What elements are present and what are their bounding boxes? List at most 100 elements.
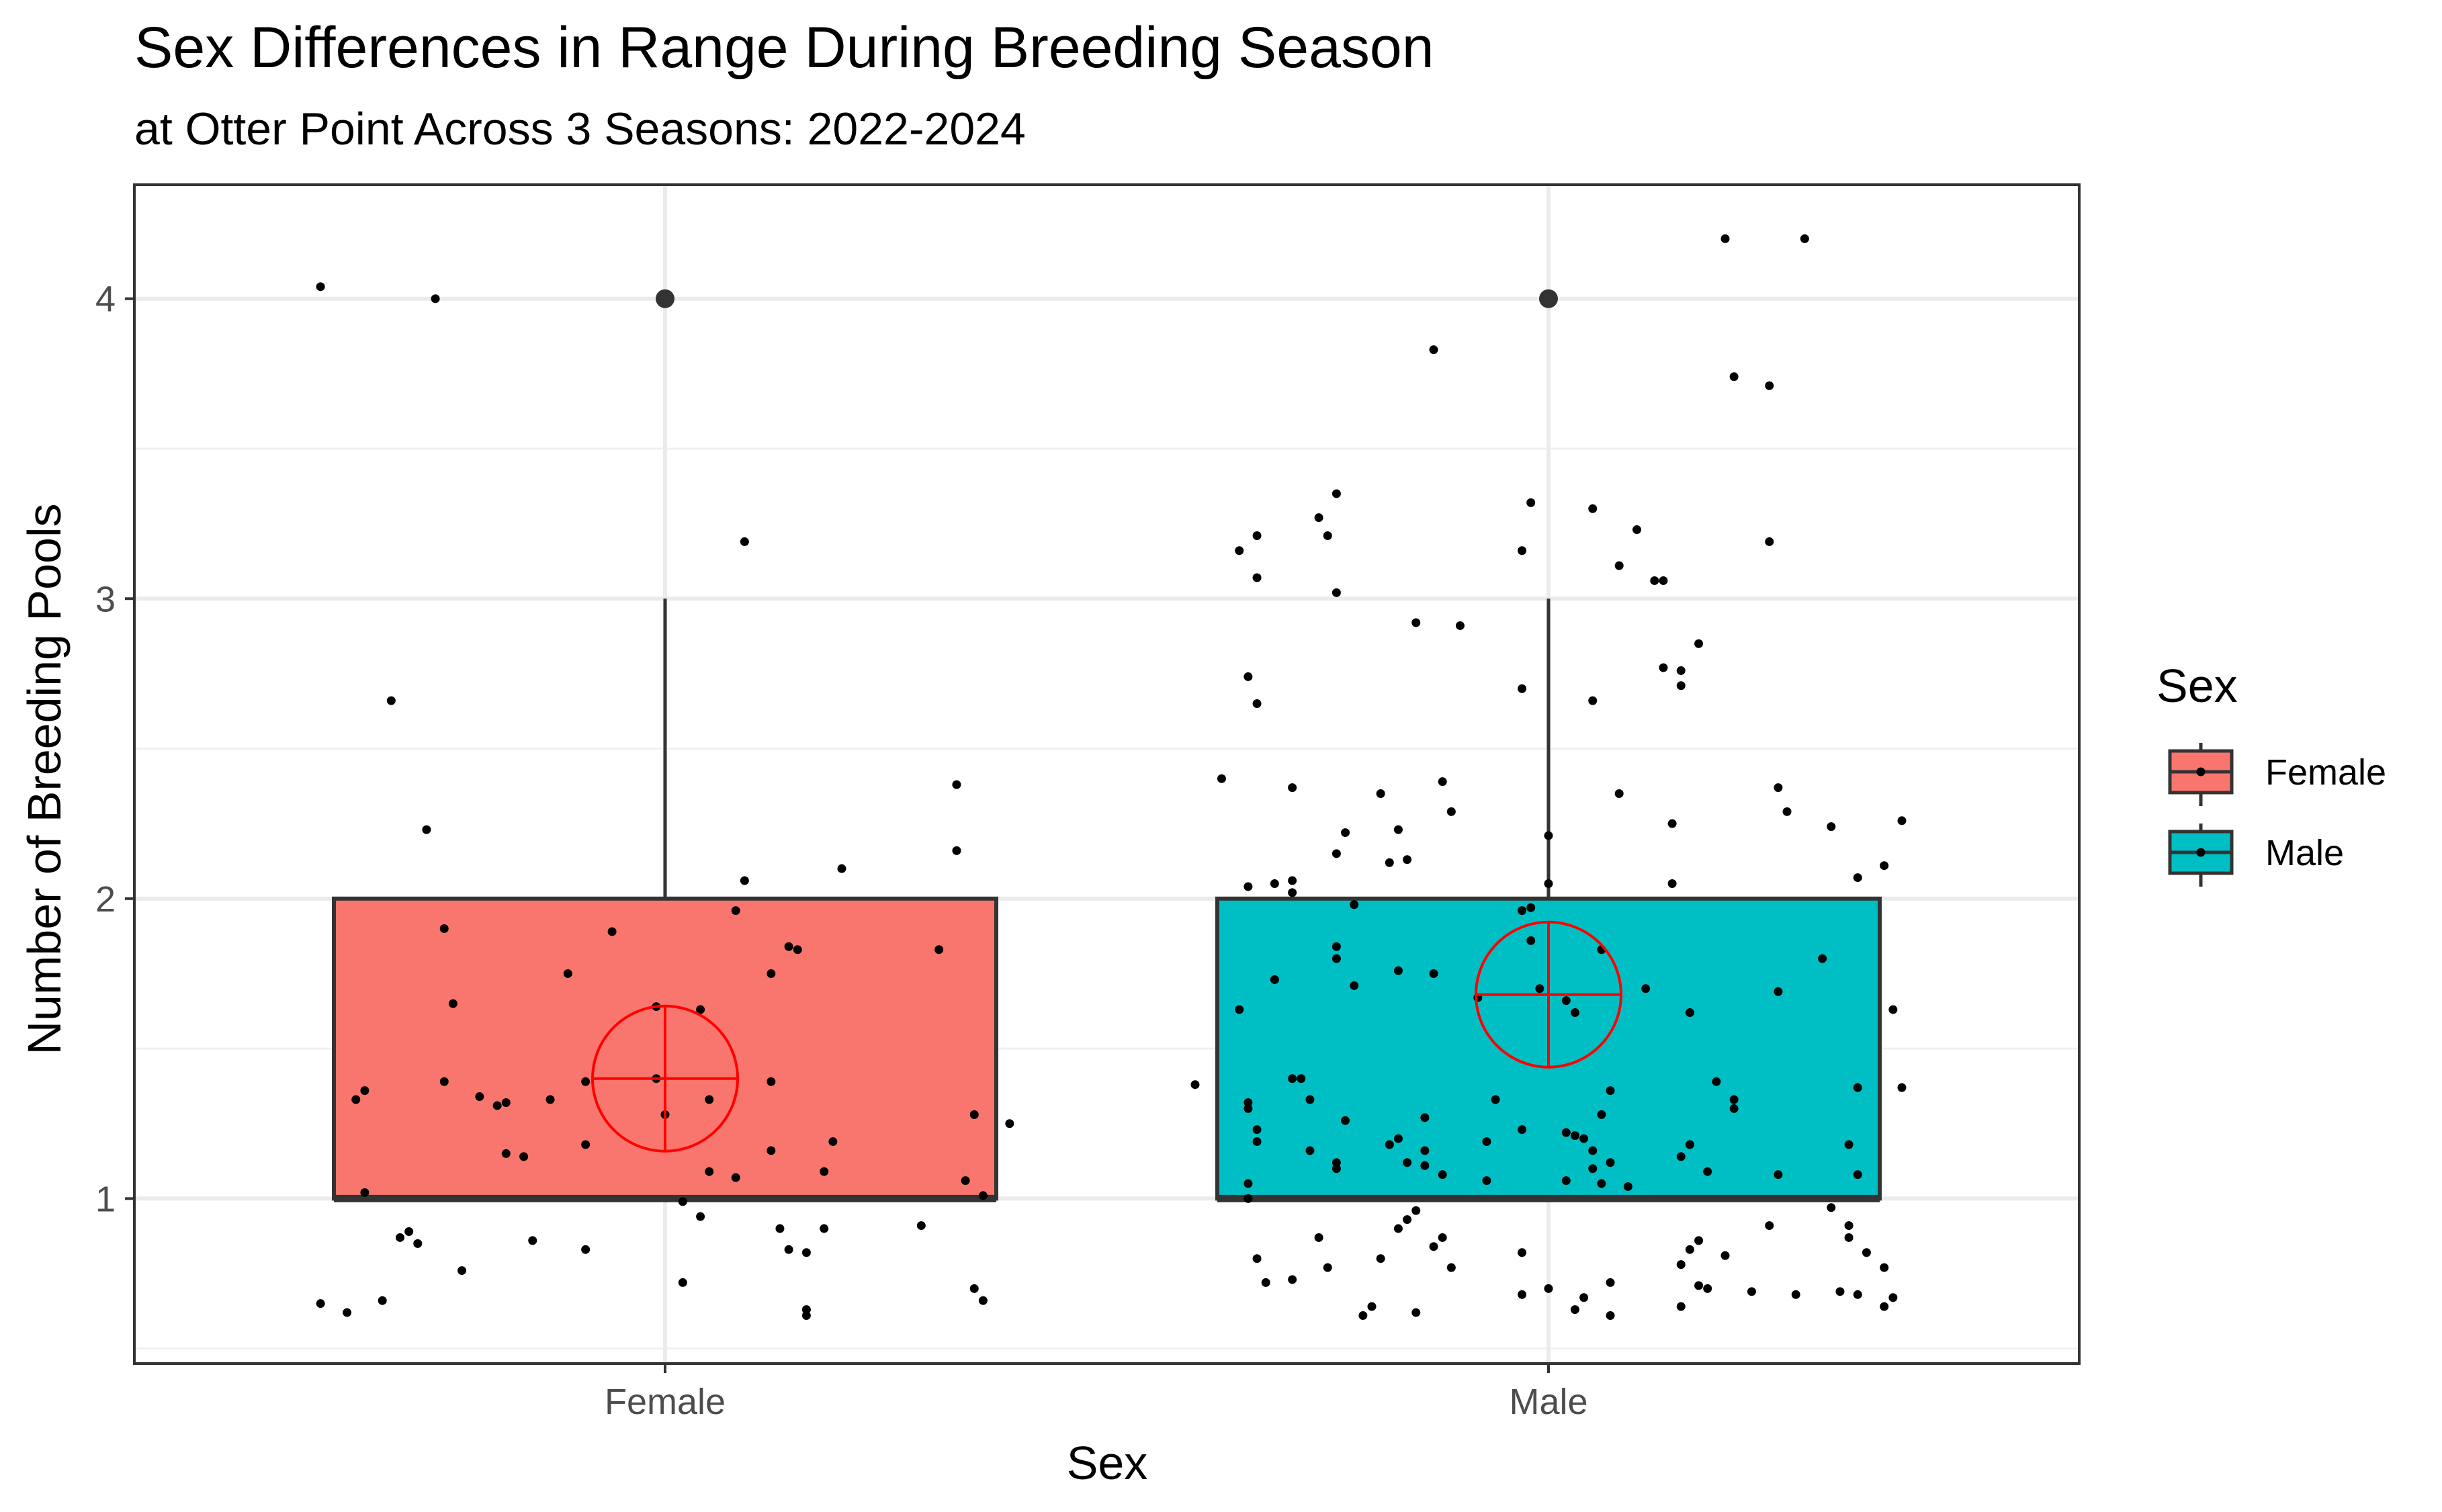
jitter-point bbox=[1518, 1248, 1527, 1257]
jitter-point bbox=[422, 825, 431, 834]
jitter-point bbox=[1305, 1146, 1315, 1155]
jitter-point bbox=[1332, 588, 1341, 597]
chart-title: Sex Differences in Range During Breeding… bbox=[134, 15, 1434, 80]
jitter-point bbox=[1350, 981, 1359, 990]
jitter-point bbox=[1526, 936, 1536, 945]
jitter-point bbox=[378, 1296, 387, 1305]
jitter-point bbox=[1694, 1281, 1704, 1290]
jitter-point bbox=[492, 1101, 502, 1110]
jitter-point bbox=[1694, 1236, 1704, 1245]
plot-panel: 1 2 3 4 Female Male bbox=[95, 183, 2081, 1422]
jitter-point bbox=[1676, 1152, 1686, 1161]
jitter-point bbox=[1244, 1104, 1253, 1113]
jitter-point bbox=[1244, 1098, 1253, 1107]
y-tick-label: 3 bbox=[95, 579, 116, 619]
jitter-point bbox=[1774, 1170, 1783, 1180]
jitter-point bbox=[563, 969, 572, 978]
jitter-point bbox=[1235, 1005, 1244, 1014]
jitter-point bbox=[1747, 1287, 1756, 1296]
jitter-point bbox=[1623, 1182, 1632, 1192]
jitter-point bbox=[1244, 1194, 1253, 1203]
x-tick-label: Male bbox=[1509, 1382, 1587, 1422]
jitter-point bbox=[1252, 1125, 1262, 1135]
jitter-point bbox=[828, 1137, 838, 1147]
jitter-point bbox=[1535, 984, 1544, 993]
jitter-point bbox=[1244, 1179, 1253, 1188]
jitter-point bbox=[1818, 954, 1827, 963]
jitter-point bbox=[1429, 1242, 1438, 1251]
jitter-point bbox=[1667, 819, 1677, 828]
jitter-point bbox=[1897, 1083, 1907, 1092]
jitter-point bbox=[1314, 1233, 1323, 1242]
jitter-point bbox=[1332, 942, 1341, 951]
jitter-point bbox=[731, 906, 740, 916]
jitter-point bbox=[1729, 372, 1739, 382]
jitter-point bbox=[969, 1284, 979, 1293]
jitter-point bbox=[820, 1167, 829, 1176]
jitter-point bbox=[1544, 831, 1553, 840]
jitter-point bbox=[546, 1095, 555, 1104]
jitter-point bbox=[439, 924, 449, 933]
jitter-point bbox=[1332, 489, 1341, 498]
jitter-point bbox=[1526, 903, 1536, 912]
jitter-point bbox=[1341, 828, 1350, 838]
jitter-point bbox=[1774, 783, 1783, 793]
jitter-point bbox=[1588, 1146, 1598, 1155]
jitter-point bbox=[1252, 573, 1262, 582]
jitter-point bbox=[1332, 1164, 1341, 1173]
jitter-point bbox=[978, 1191, 988, 1200]
jitter-point bbox=[1332, 849, 1341, 858]
jitter-point bbox=[1888, 1293, 1898, 1302]
jitter-point bbox=[1288, 876, 1297, 885]
jitter-point bbox=[1261, 1278, 1270, 1287]
jitter-point bbox=[1614, 789, 1624, 799]
jitter-point bbox=[316, 1299, 325, 1308]
jitter-point bbox=[1712, 1077, 1721, 1086]
jitter-point bbox=[731, 1173, 740, 1182]
jitter-point bbox=[1659, 576, 1668, 585]
jitter-point bbox=[1570, 1305, 1579, 1315]
jitter-point bbox=[1190, 1080, 1200, 1089]
jitter-point bbox=[1393, 825, 1403, 834]
jitter-point bbox=[1376, 1254, 1385, 1263]
jitter-point bbox=[351, 1095, 361, 1104]
jitter-point bbox=[404, 1227, 414, 1237]
jitter-point bbox=[1765, 1221, 1774, 1231]
jitter-point bbox=[1252, 531, 1262, 540]
jitter-point bbox=[360, 1086, 369, 1096]
jitter-point bbox=[1827, 822, 1836, 832]
outlier-point bbox=[656, 289, 674, 308]
jitter-point bbox=[1570, 1131, 1579, 1141]
jitter-point bbox=[1314, 513, 1323, 523]
jitter-point bbox=[1482, 1176, 1491, 1186]
jitter-point bbox=[1393, 1224, 1403, 1233]
jitter-point bbox=[1579, 1293, 1589, 1302]
jitter-point bbox=[1403, 1158, 1412, 1167]
jitter-point bbox=[1244, 672, 1253, 681]
jitter-point bbox=[1561, 996, 1571, 1006]
jitter-point bbox=[1438, 777, 1447, 787]
jitter-point bbox=[1570, 1008, 1579, 1018]
jitter-point bbox=[1729, 1104, 1739, 1113]
jitter-point bbox=[607, 927, 617, 936]
jitter-point bbox=[934, 945, 944, 954]
jitter-point bbox=[1393, 1134, 1403, 1143]
jitter-point bbox=[1235, 546, 1244, 555]
jitter-point bbox=[1491, 1095, 1500, 1104]
jitter-point bbox=[1667, 879, 1677, 888]
jitter-point bbox=[837, 864, 846, 873]
jitter-point bbox=[1544, 1284, 1553, 1293]
jitter-point bbox=[1323, 1263, 1332, 1272]
jitter-point bbox=[696, 1005, 705, 1014]
jitter-point bbox=[1606, 1311, 1615, 1321]
jitter-point bbox=[1358, 1311, 1368, 1321]
jitter-point bbox=[1588, 504, 1598, 513]
legend: Sex Female Male bbox=[2156, 660, 2386, 887]
jitter-point bbox=[1853, 1170, 1862, 1180]
jitter-point bbox=[1862, 1248, 1871, 1257]
jitter-point bbox=[1526, 498, 1536, 507]
jitter-point bbox=[793, 945, 802, 954]
jitter-point bbox=[1720, 1251, 1730, 1260]
jitter-point bbox=[528, 1236, 537, 1245]
jitter-point bbox=[1729, 1095, 1739, 1104]
